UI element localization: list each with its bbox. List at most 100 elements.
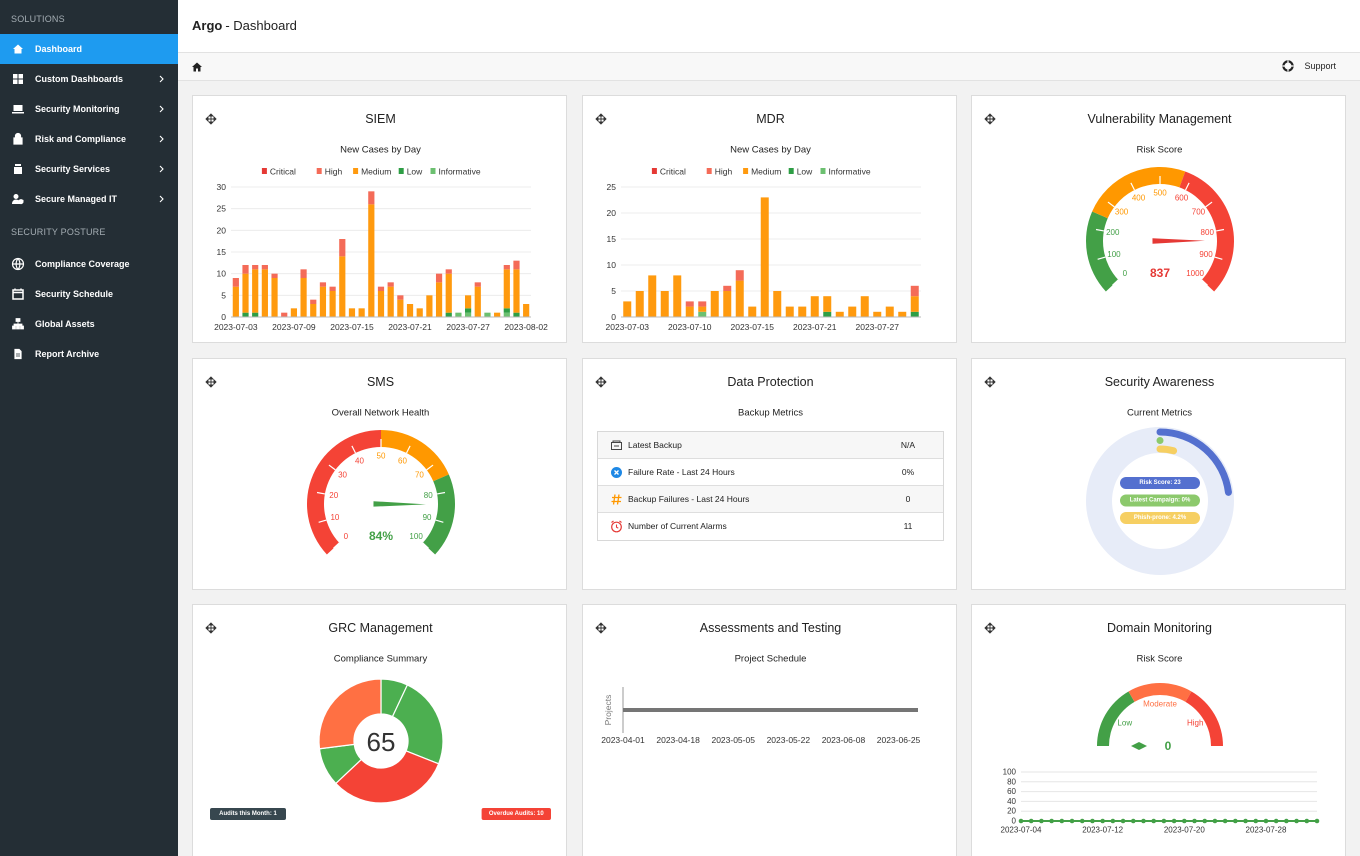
bar-segment [406, 304, 414, 317]
nav-item[interactable]: Dashboard [0, 34, 178, 64]
radial-bar [1156, 445, 1178, 455]
nav-item[interactable]: Risk and Compliance [0, 124, 178, 154]
nav-label[interactable]: Risk and Compliance [35, 134, 127, 144]
metric-label: Failure Rate - Last 24 Hours [628, 467, 735, 477]
y-tick-label: 20 [607, 208, 617, 218]
legend-label: Informative [439, 167, 481, 177]
widget-title: Security Awareness [1105, 375, 1215, 389]
line-point [1120, 818, 1126, 824]
y-tick-label: 30 [217, 182, 227, 192]
nav-icon [12, 288, 24, 300]
nav-item[interactable]: Security Monitoring [0, 94, 178, 124]
support-link[interactable]: Support [1282, 60, 1336, 72]
gauge-tick-label: 1000 [1186, 269, 1204, 278]
line-point [1141, 818, 1146, 824]
nav-item[interactable]: Compliance Coverage [0, 249, 178, 279]
nav-label[interactable]: Secure Managed IT [35, 194, 118, 204]
y-tick-label: 15 [217, 247, 227, 257]
line-point [1130, 818, 1136, 824]
nav-item[interactable]: Global Assets [0, 309, 178, 339]
page-name: - Dashboard [225, 18, 297, 33]
nav-icon [12, 105, 24, 114]
drag-handle[interactable] [595, 113, 607, 125]
drag-handle[interactable] [205, 622, 217, 634]
chevron [159, 165, 164, 173]
bar-segment [698, 306, 707, 312]
nav-item[interactable]: Report Archive [0, 339, 178, 369]
gauge-tick [1205, 201, 1213, 208]
drag-handle[interactable] [984, 113, 996, 125]
nav-icon-shape [13, 44, 23, 54]
metrics-row: Number of Current Alarms 11 [598, 513, 943, 540]
nav-label[interactable]: Security Services [35, 164, 111, 174]
drag-handle[interactable] [595, 376, 607, 388]
legend-swatch [788, 168, 794, 174]
line-point [1233, 818, 1238, 824]
line-point [1202, 818, 1208, 824]
x-tick-label: 2023-08-02 [504, 322, 548, 332]
line-point [1212, 818, 1218, 824]
widget-canvas: Assessments and Testing Project Schedule P… [595, 621, 921, 745]
drag-handle[interactable] [984, 376, 996, 388]
nav-item[interactable]: Custom Dashboards [0, 64, 178, 94]
bar-segment [465, 312, 472, 317]
nav-label[interactable]: Global Assets [35, 319, 95, 329]
legend-swatch [261, 168, 267, 174]
drag-handle[interactable] [205, 376, 217, 388]
metric-value: 0% [901, 467, 915, 477]
nav-icon-shape [13, 348, 23, 360]
nav-item[interactable]: Security Services [0, 154, 178, 184]
metric-label: Number of Current Alarms [628, 521, 727, 531]
gauge-band [1086, 211, 1119, 292]
widget-canvas: MDR New Cases by Day Critical High Medium Low… [595, 112, 921, 332]
line-point [1018, 818, 1024, 824]
chart-subtitle: New Cases by Day [730, 145, 811, 156]
gauge-value: 84% [369, 529, 393, 543]
gauge-tick-label: 50 [377, 452, 386, 461]
nav-label[interactable]: Compliance Coverage [35, 259, 130, 269]
drag-handle[interactable] [984, 622, 996, 634]
row-icon [611, 520, 622, 533]
gauge-value: 0 [1165, 739, 1172, 753]
nav-label[interactable]: Security Schedule [35, 289, 114, 299]
nav-label[interactable]: Custom Dashboards [35, 74, 124, 84]
widget-card: SMS Overall Network Health 0 10 20 30 40 50 60 70… [192, 358, 567, 590]
bar-segment [319, 286, 327, 317]
x-tick-label: 2023-07-12 [1082, 826, 1123, 835]
home-icon[interactable] [191, 61, 203, 73]
bar-segment [445, 269, 452, 274]
gauge-tick [316, 491, 326, 495]
x-tick-label: 2023-04-18 [656, 735, 700, 745]
chart-subtitle: Current Metrics [1127, 408, 1192, 419]
drag-icon [205, 376, 217, 388]
gauge-band [1185, 691, 1223, 746]
bar-segment [503, 312, 510, 317]
radial-track [1085, 427, 1234, 575]
drag-handle[interactable] [595, 622, 607, 634]
chart: Low Moderate High 0 [1097, 683, 1223, 753]
x-tick-label: 2023-07-10 [668, 322, 712, 332]
nav-item[interactable]: Security Schedule [0, 279, 178, 309]
row-icon-shape [614, 470, 619, 475]
y-tick-label: 0 [611, 312, 616, 322]
bar-segment [435, 282, 443, 317]
y-tick-label: 0 [221, 312, 226, 322]
bar-segment [339, 256, 346, 317]
bar-segment [310, 299, 317, 304]
radial-bar [1156, 428, 1232, 496]
bar-segment [503, 269, 510, 309]
legend-label: Risk Score: 23 [1139, 480, 1181, 486]
gauge-tick [333, 542, 340, 549]
x-tick-label: 2023-07-27 [856, 322, 900, 332]
drag-handle[interactable] [205, 113, 217, 125]
nav-label[interactable]: Security Monitoring [35, 104, 120, 114]
support-label[interactable]: Support [1304, 61, 1336, 71]
line-point [1273, 818, 1279, 824]
nav-item[interactable]: Secure Managed IT [0, 184, 178, 214]
line-point [1314, 818, 1320, 824]
gauge-tick-label: 30 [338, 471, 347, 480]
nav-label[interactable]: Dashboard [35, 44, 83, 54]
metrics-row: Latest Backup N/A [598, 432, 943, 459]
gauge-band [381, 430, 449, 482]
nav-label[interactable]: Report Archive [35, 349, 100, 359]
